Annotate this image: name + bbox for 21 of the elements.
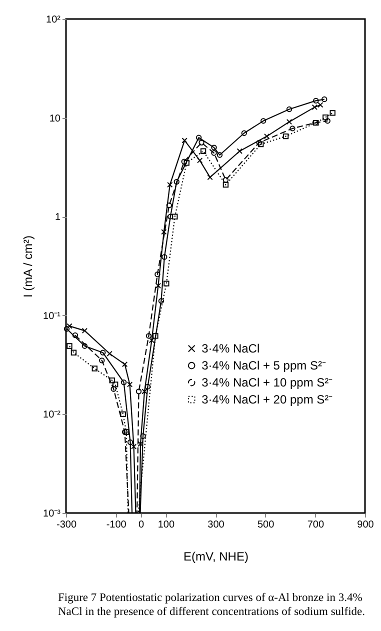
legend-label: 3·4% NaCl + 10 ppm S²⁻	[202, 376, 333, 390]
x-tick-label: 300	[208, 520, 225, 530]
y-axis-title: I (mA / cm²)	[21, 236, 36, 298]
x-tick-label: 0	[138, 520, 144, 530]
x-tick-label: -100	[106, 520, 127, 530]
x-tick-label: 900	[357, 520, 374, 530]
y-tick-label: 10	[49, 113, 61, 124]
x-tick-label: 700	[307, 520, 324, 530]
x-tick-label: 500	[257, 520, 275, 530]
caption: Figure 7 Potentiostatic polarization curves of α-Al bronze in 3.4% NaCl in the presence of different concentrations of sodium sulfide.	[58, 591, 366, 619]
x-tick-label: -300	[56, 520, 77, 530]
legend-label: 3·4% NaCl + 20 ppm S²⁻	[202, 392, 333, 407]
y-tick-label: 10⁻³	[43, 508, 62, 520]
legend-label: 3·4% NaCl + 5 ppm S²⁻	[202, 358, 326, 373]
y-tick-label: 10²	[46, 14, 62, 26]
y-tick-label: 1	[54, 212, 61, 224]
y-tick-label: 10⁻²	[43, 410, 62, 421]
x-tick-label: 100	[158, 520, 175, 530]
x-axis-title: E(mV, NHE)	[184, 550, 248, 564]
y-tick-label: 10⁻¹	[43, 310, 62, 322]
legend-label: 3·4% NaCl	[202, 342, 260, 356]
